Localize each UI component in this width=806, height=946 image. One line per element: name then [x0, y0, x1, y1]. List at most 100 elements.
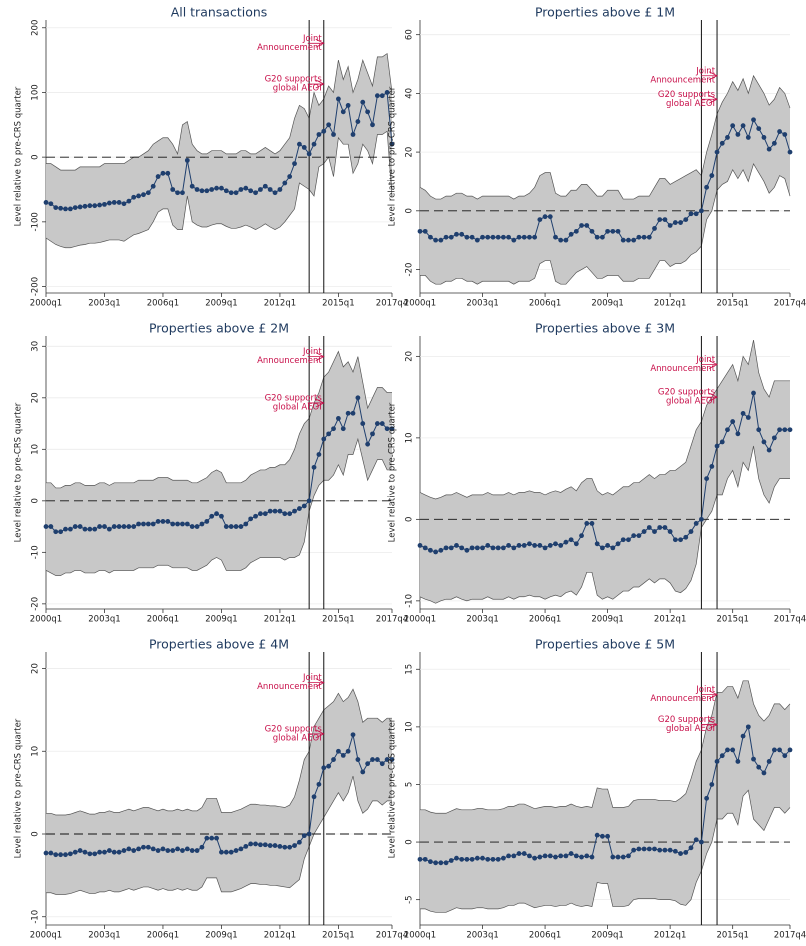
estimate-point — [745, 415, 751, 420]
y-tick-label: 20 — [31, 663, 41, 674]
arrow-head — [315, 79, 325, 89]
estimate-point — [370, 122, 375, 128]
estimate-point — [262, 183, 268, 189]
estimate-point — [568, 851, 574, 856]
estimate-point — [311, 141, 317, 147]
x-tick-label: 2017q4 — [376, 615, 408, 625]
estimate-point — [345, 748, 351, 754]
estimate-point — [558, 543, 564, 548]
estimate-point — [219, 849, 224, 855]
estimate-point — [428, 234, 433, 240]
x-tick-label: 2000q1 — [30, 299, 62, 309]
estimate-point — [199, 521, 205, 527]
estimate-point — [292, 161, 297, 167]
estimate-point — [170, 521, 176, 527]
annotation-text: G20 supports — [658, 90, 716, 100]
estimate-point — [527, 234, 532, 240]
estimate-point — [389, 141, 395, 147]
estimate-point — [495, 545, 501, 551]
estimate-point — [106, 848, 112, 853]
estimate-point — [87, 526, 93, 532]
estimate-point — [511, 237, 517, 243]
panel: Properties above £ 5M Level relative to p… — [388, 637, 806, 941]
estimate-point — [417, 228, 423, 234]
estimate-point — [292, 843, 297, 848]
estimate-point — [766, 146, 772, 152]
estimate-point — [469, 234, 475, 240]
y-tick-label: 10 — [31, 746, 41, 757]
estimate-point — [443, 860, 449, 866]
estimate-point — [495, 234, 501, 240]
estimate-point — [160, 170, 166, 176]
estimate-point — [428, 547, 433, 553]
estimate-point — [490, 234, 496, 240]
estimate-point — [688, 845, 694, 851]
estimate-point — [579, 223, 584, 228]
estimate-point — [199, 188, 205, 194]
estimate-point — [558, 237, 564, 243]
estimate-point — [662, 847, 668, 853]
estimate-point — [141, 521, 146, 527]
estimate-point — [636, 846, 642, 852]
arrow-head — [708, 690, 718, 699]
estimate-point — [433, 860, 439, 866]
estimate-point — [150, 521, 156, 527]
estimate-point — [97, 524, 103, 529]
estimate-point — [287, 844, 293, 850]
y-tick-label: 5 — [405, 782, 415, 787]
estimate-point — [542, 545, 548, 551]
estimate-point — [126, 524, 132, 529]
estimate-point — [573, 853, 579, 859]
estimate-point — [277, 844, 283, 849]
estimate-point — [233, 190, 239, 196]
estimate-point — [782, 132, 788, 137]
estimate-point — [422, 545, 428, 551]
estimate-point — [223, 849, 229, 855]
estimate-point — [374, 757, 380, 762]
estimate-point — [97, 202, 103, 208]
estimate-point — [610, 545, 616, 551]
estimate-point — [766, 759, 772, 764]
estimate-point — [615, 854, 621, 860]
estimate-point — [751, 756, 756, 762]
x-tick-label: 2012q1 — [654, 615, 686, 625]
estimate-point — [111, 200, 117, 205]
ci-lower — [45, 437, 392, 576]
estimate-point — [745, 135, 751, 140]
estimate-point — [136, 193, 141, 199]
arrow-head — [708, 94, 718, 104]
y-tick-label: 0 — [31, 498, 41, 503]
estimate-point — [116, 200, 122, 205]
estimate-point — [262, 842, 268, 848]
estimate-point — [335, 416, 341, 421]
annotation-text: G20 supports — [265, 724, 323, 734]
estimate-point — [214, 835, 219, 841]
estimate-point — [238, 846, 244, 852]
estimate-point — [63, 206, 68, 212]
estimate-point — [165, 170, 171, 176]
estimate-point — [301, 503, 307, 509]
ci-upper — [419, 339, 790, 500]
estimate-point — [500, 545, 506, 551]
ci-band-fill — [420, 75, 790, 285]
x-tick-label: 2009q1 — [591, 299, 623, 309]
estimate-point — [335, 96, 341, 102]
estimate-point — [184, 157, 190, 163]
estimate-point — [599, 545, 605, 551]
estimate-point — [131, 524, 137, 529]
estimate-point — [620, 537, 626, 543]
estimate-point — [584, 853, 590, 859]
estimate-point — [579, 854, 584, 860]
estimate-point — [422, 228, 428, 234]
estimate-point — [469, 856, 475, 862]
estimate-point — [584, 223, 590, 228]
arrow-head — [315, 729, 325, 739]
estimate-point — [384, 426, 390, 432]
estimate-point — [219, 185, 224, 191]
estimate-point — [267, 843, 273, 848]
estimate-point — [316, 452, 322, 457]
estimate-point — [662, 217, 668, 223]
estimate-point — [646, 525, 652, 530]
estimate-point — [228, 849, 234, 855]
estimate-point — [699, 208, 704, 214]
